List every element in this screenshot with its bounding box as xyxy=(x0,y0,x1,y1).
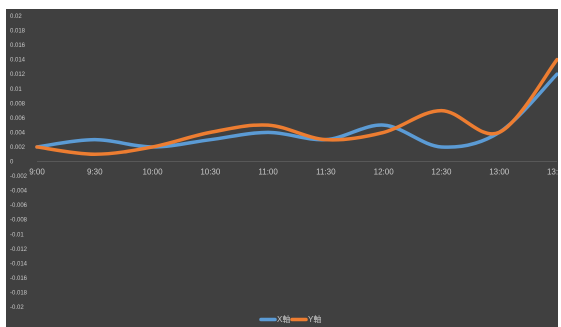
series-line-x xyxy=(35,72,558,149)
x-tick-label: 11:30 xyxy=(316,168,336,177)
x-tick-label: 13:30 xyxy=(547,168,558,177)
x-tick-label: 9:00 xyxy=(29,168,45,177)
y-tick-label: -0.012 xyxy=(10,247,28,253)
y-tick-label: -0.018 xyxy=(10,290,28,296)
y-tick-label: 0.012 xyxy=(10,72,26,78)
y-tick-label: 0.018 xyxy=(10,29,26,35)
x-axis-ticks: 9:00 9:30 10:00 10:30 11:00 11:30 12:00 12:30 13… xyxy=(29,168,558,177)
series-line-y xyxy=(35,57,558,156)
y-tick-label: 0.01 xyxy=(10,87,22,93)
y-tick-label: 0.02 xyxy=(10,14,22,20)
series-lines xyxy=(35,57,558,156)
line-chart: 0.02 0.018 0.016 0.014 0.012 0.01 0.008 0.006 0.… xyxy=(10,14,558,324)
y-tick-label: 0.002 xyxy=(10,145,26,151)
y-tick-label: 0 xyxy=(10,160,14,166)
y-tick-label: 0.016 xyxy=(10,43,26,49)
y-tick-label: -0.002 xyxy=(10,174,28,180)
x-tick-label: 10:00 xyxy=(143,168,164,177)
y-tick-label: -0.008 xyxy=(10,218,28,224)
y-tick-label: 0.014 xyxy=(10,58,26,64)
x-tick-label: 9:30 xyxy=(87,168,103,177)
y-tick-label: -0.016 xyxy=(10,276,28,282)
x-tick-label: 12:00 xyxy=(374,168,395,177)
legend-label: X軸 xyxy=(277,314,290,324)
y-tick-label: -0.02 xyxy=(10,305,24,311)
chart-area: 0.02 0.018 0.016 0.014 0.012 0.01 0.008 0.006 0.… xyxy=(6,9,558,327)
x-tick-label: 10:30 xyxy=(200,168,221,177)
x-tick-label: 13:00 xyxy=(489,168,510,177)
y-axis-ticks: 0.02 0.018 0.016 0.014 0.012 0.01 0.008 0.006 0.… xyxy=(10,14,28,311)
x-tick-label: 11:00 xyxy=(258,168,278,177)
y-tick-label: 0.008 xyxy=(10,101,26,107)
y-tick-label: -0.014 xyxy=(10,261,28,267)
legend-label: Y軸 xyxy=(308,314,321,324)
y-tick-label: -0.006 xyxy=(10,203,28,209)
legend: X軸 Y軸 xyxy=(259,314,321,324)
y-tick-label: 0.006 xyxy=(10,116,26,122)
y-tick-label: 0.004 xyxy=(10,130,26,136)
y-tick-label: -0.004 xyxy=(10,189,28,195)
y-tick-label: -0.01 xyxy=(10,232,24,238)
x-tick-label: 12:30 xyxy=(431,168,452,177)
